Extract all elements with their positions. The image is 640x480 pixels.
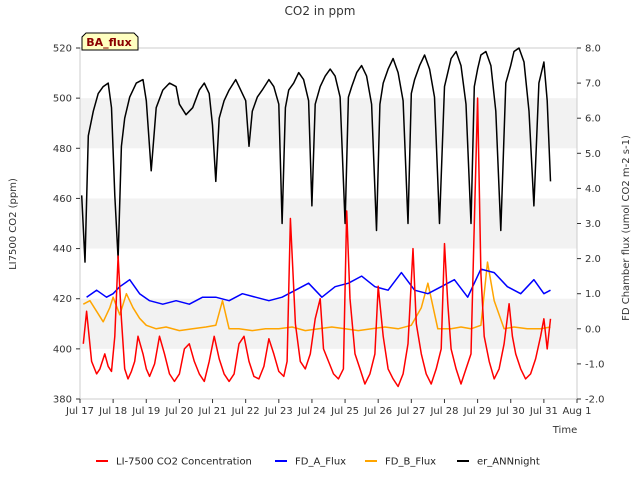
- y-axis-right: -2.0 -1.0 0.0 1.0 2.0 3.0 4.0 5.0 6.0 7.0 8.0: [577, 44, 605, 406]
- y-right-tick-label: 6.0: [585, 114, 601, 125]
- series-line-1: [86, 268, 551, 305]
- x-tick-label: Jul 22: [231, 406, 260, 417]
- grid-band-1: [80, 198, 577, 249]
- y-right-tick-label: 5.0: [585, 149, 601, 160]
- y-right-tick-label: 7.0: [585, 79, 601, 90]
- y-left-tick-label: 400: [53, 344, 72, 355]
- x-tick-label: Jul 18: [98, 406, 127, 417]
- series-line-2: [82, 261, 551, 332]
- site-badge: BA_flux: [81, 32, 139, 51]
- x-tick-label: Jul 23: [264, 406, 293, 417]
- grid-band-2: [80, 98, 577, 149]
- y-left-tick-label: 380: [53, 395, 72, 406]
- y-right-tick-label: -2.0: [585, 395, 605, 406]
- y-right-tick-label: 1.0: [585, 289, 601, 300]
- series-line-3: [80, 47, 552, 263]
- y-left-tick-label: 480: [53, 144, 72, 155]
- x-tick-label: Jul 25: [330, 406, 359, 417]
- y-left-tick-label: 420: [53, 294, 72, 305]
- grid-bands: [80, 98, 577, 349]
- y-axis-left-title: LI7500 CO2 (ppm): [8, 178, 19, 270]
- y-right-tick-label: 8.0: [585, 44, 601, 55]
- y-right-tick-label: 0.0: [585, 324, 601, 335]
- legend-label: FD_A_Flux: [295, 457, 346, 468]
- series-layer: [80, 47, 552, 388]
- chart-title: CO2 in ppm: [285, 4, 356, 18]
- y-left-tick-label: 460: [53, 194, 72, 205]
- legend: LI-7500 CO2 Concentration FD_A_Flux FD_B_F…: [96, 457, 540, 468]
- y-right-tick-label: 4.0: [585, 184, 601, 195]
- x-tick-label: Jul 31: [529, 406, 558, 417]
- legend-label: er_ANNnight: [477, 457, 540, 468]
- y-left-tick-label: 520: [53, 44, 72, 55]
- x-tick-label: Jul 26: [363, 406, 392, 417]
- grid-band-0: [80, 298, 577, 349]
- x-tick-label: Jul 17: [65, 406, 94, 417]
- site-badge-label: BA_flux: [86, 36, 131, 49]
- legend-label: FD_B_Flux: [385, 457, 436, 468]
- y-right-tick-label: 3.0: [585, 219, 601, 230]
- x-axis-title: Time: [552, 425, 577, 436]
- x-tick-label: Jul 30: [496, 406, 525, 417]
- x-axis: Jul 17 Jul 18 Jul 19 Jul 20 Jul 21 Jul 22 Jul …: [65, 399, 592, 417]
- x-tick-label: Aug 1: [562, 406, 591, 417]
- x-tick-label: Jul 28: [429, 406, 458, 417]
- legend-label: LI-7500 CO2 Concentration: [116, 457, 252, 468]
- x-tick-label: Jul 19: [131, 406, 160, 417]
- y-axis-left: 380 400 420 440 460 480 500 520: [53, 44, 80, 406]
- series-line-0: [82, 97, 552, 388]
- x-tick-label: Jul 21: [198, 406, 227, 417]
- y-right-tick-label: 2.0: [585, 254, 601, 265]
- x-tick-label: Jul 20: [164, 406, 193, 417]
- y-left-tick-label: 440: [53, 244, 72, 255]
- y-left-tick-label: 500: [53, 94, 72, 105]
- y-right-tick-label: -1.0: [585, 359, 605, 370]
- y-axis-right-title: FD Chamber flux (umol CO2 m-2 s-1): [621, 135, 632, 321]
- x-tick-label: Jul 27: [396, 406, 425, 417]
- x-tick-label: Jul 24: [297, 406, 326, 417]
- x-tick-label: Jul 29: [463, 406, 492, 417]
